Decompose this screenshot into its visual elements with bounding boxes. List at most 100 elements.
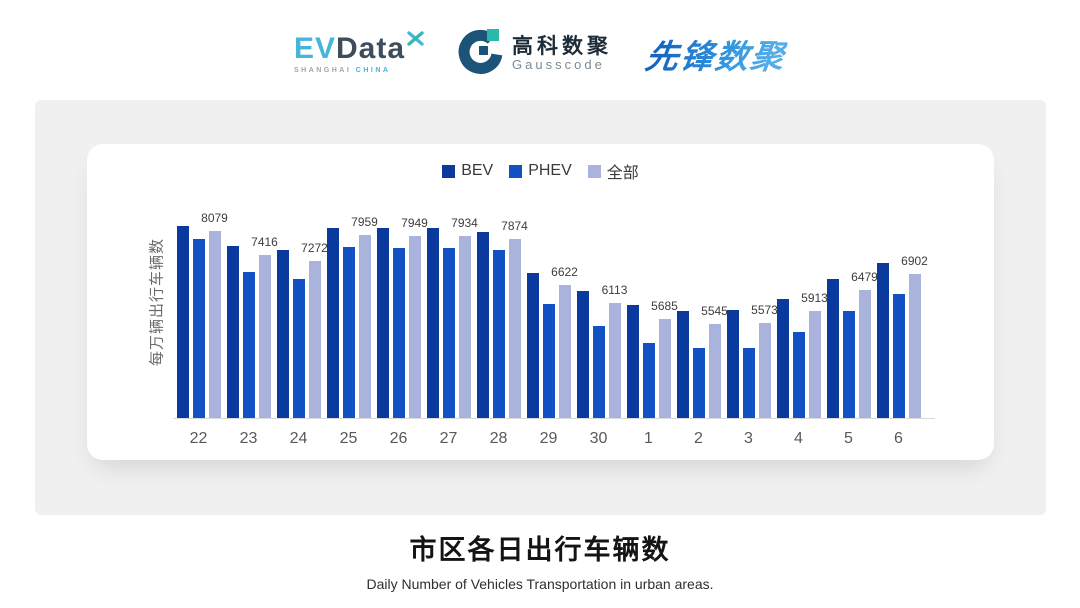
value-label-1: 5685 <box>651 299 678 313</box>
x-tick-4: 4 <box>794 430 803 447</box>
bar-bev-5 <box>826 279 839 418</box>
bar-phev-4 <box>792 332 805 418</box>
x-tick-24: 24 <box>289 430 308 447</box>
value-label-25: 7959 <box>351 215 378 229</box>
legend-item-phev[interactable]: PHEV <box>509 162 572 180</box>
value-label-4: 5913 <box>801 291 828 305</box>
bar-全部-24 <box>308 261 321 418</box>
bar-group-3: 5573 3 <box>726 200 778 447</box>
bar-group-29: 6622 29 <box>526 200 578 447</box>
bar-全部-27 <box>458 236 471 418</box>
x-axis-line <box>173 418 935 419</box>
x-tick-5: 5 <box>844 430 853 447</box>
bar-全部-4 <box>808 311 821 418</box>
value-label-24: 7272 <box>301 241 328 255</box>
bar-bev-2 <box>676 311 689 418</box>
bar-全部-30 <box>608 303 621 418</box>
bar-phev-26 <box>392 248 405 418</box>
legend-label: BEV <box>461 162 494 179</box>
chart-legend: BEV PHEV 全部 <box>87 159 994 183</box>
legend-swatch <box>509 164 523 178</box>
bar-group-5: 6479 5 <box>826 200 878 447</box>
bar-bev-3 <box>726 310 739 418</box>
evdata-wordmark: EV Data <box>293 31 424 65</box>
gausscode-en-text: Gausscode <box>512 57 605 73</box>
logo-gausscode: 高科数聚 Gausscode <box>458 28 612 80</box>
gausscode-text: 高科数聚 Gausscode <box>512 36 612 72</box>
legend-swatch <box>442 164 456 178</box>
x-tick-2: 2 <box>694 430 703 447</box>
bar-group-6: 6902 6 <box>876 200 928 447</box>
chart-subtitle: Daily Number of Vehicles Transportation … <box>366 576 714 592</box>
x-tick-22: 22 <box>189 430 208 447</box>
bar-全部-6 <box>908 274 921 418</box>
bar-全部-26 <box>408 236 421 418</box>
bar-bev-28 <box>476 232 489 418</box>
gausscode-cn-text: 高科数聚 <box>512 35 613 59</box>
y-axis-label: 每万辆出行车辆数 <box>148 237 166 367</box>
value-label-29: 6622 <box>551 265 578 279</box>
brand-header: EV Data SHANGHAI CHINA <box>0 22 1080 86</box>
value-label-6: 6902 <box>901 254 928 268</box>
bar-group-24: 7272 24 <box>276 200 328 447</box>
bar-group-25: 7959 25 <box>326 200 378 447</box>
bar-group-27: 7934 27 <box>426 200 478 447</box>
evdata-x-icon <box>407 30 424 51</box>
x-tick-27: 27 <box>439 430 458 447</box>
x-tick-6: 6 <box>894 430 903 447</box>
bar-全部-25 <box>358 235 371 418</box>
x-tick-29: 29 <box>539 430 558 447</box>
caption: 市区各日出行车辆数 Daily Number of Vehicles Trans… <box>0 528 1080 592</box>
evdata-data-text: Data <box>336 32 406 65</box>
bar-group-1: 5685 1 <box>626 200 678 447</box>
bar-group-2: 5545 2 <box>676 200 728 447</box>
bar-bev-25 <box>326 228 339 418</box>
legend-label: PHEV <box>528 162 572 179</box>
bar-全部-5 <box>858 290 871 418</box>
chart-title: 市区各日出行车辆数 <box>409 535 671 565</box>
bar-bev-4 <box>776 299 789 418</box>
logo-pioneer: 先锋数聚 <box>643 30 790 78</box>
bar-bev-6 <box>876 263 889 418</box>
bar-bev-1 <box>626 305 639 418</box>
bar-group-22: 8079 22 <box>176 200 228 447</box>
legend-item-bev[interactable]: BEV <box>442 162 493 180</box>
value-label-3: 5573 <box>751 303 778 317</box>
bar-phev-27 <box>442 248 455 418</box>
bar-bev-23 <box>226 246 239 418</box>
evdata-sub-shanghai: SHANGHAI <box>293 67 352 74</box>
bar-全部-3 <box>758 323 771 418</box>
x-tick-26: 26 <box>389 430 408 447</box>
value-label-2: 5545 <box>701 304 728 318</box>
x-tick-1: 1 <box>644 430 653 447</box>
bar-bev-24 <box>276 250 289 418</box>
legend-item-全部[interactable]: 全部 <box>587 159 639 183</box>
logo-evdata: EV Data SHANGHAI CHINA <box>293 31 424 74</box>
x-tick-3: 3 <box>744 430 753 447</box>
bar-全部-28 <box>508 239 521 418</box>
x-tick-25: 25 <box>339 430 358 447</box>
legend-swatch <box>587 164 601 178</box>
legend-label: 全部 <box>606 165 639 182</box>
bar-group-23: 7416 23 <box>226 200 278 447</box>
bar-phev-3 <box>742 348 755 418</box>
bar-phev-5 <box>842 311 855 418</box>
bar-bev-29 <box>526 273 539 418</box>
value-label-23: 7416 <box>251 235 278 249</box>
bar-phev-29 <box>542 304 555 418</box>
bar-phev-30 <box>592 326 605 418</box>
x-tick-23: 23 <box>239 430 258 447</box>
bar-phev-25 <box>342 247 355 418</box>
bar-bev-22 <box>176 226 189 418</box>
bar-group-26: 7949 26 <box>376 200 428 447</box>
chart-panel: BEV PHEV 全部 每万辆出行车辆数 8079 22 7416 23 7272 24 795… <box>35 100 1046 515</box>
evdata-ev-text: EV <box>293 32 336 65</box>
bar-phev-24 <box>292 279 305 418</box>
value-label-22: 8079 <box>201 211 228 225</box>
bar-group-30: 6113 30 <box>576 200 627 447</box>
value-label-27: 7934 <box>451 216 478 230</box>
value-label-30: 6113 <box>601 283 628 297</box>
value-label-26: 7949 <box>401 216 428 230</box>
bar-bev-27 <box>426 228 439 418</box>
